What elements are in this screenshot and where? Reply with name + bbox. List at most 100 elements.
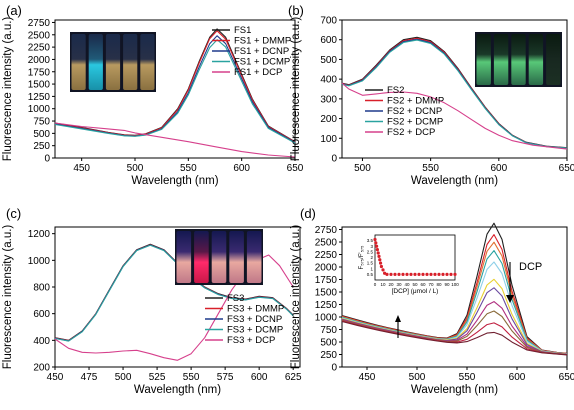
inset-frame [374, 234, 456, 281]
vial [229, 231, 244, 283]
y-tick-label: 500 [320, 338, 337, 349]
inset-x-label: [DCP] (μmol / L) [392, 288, 439, 295]
panel-c: 450 475 500 525 550 575 600 625 200 400 600 800 1000… [2, 206, 302, 396]
legend-entry: FS3 + DCP [227, 335, 275, 346]
inset-point [393, 272, 397, 276]
x-tick-label: 550 [422, 163, 439, 174]
inset-y-tick-label: 2 [370, 255, 373, 260]
inset-point [378, 258, 382, 262]
y-tick-label: 100 [320, 134, 337, 145]
y-tick-label: 500 [320, 55, 337, 66]
inset-point [409, 272, 413, 276]
inset-point [373, 237, 377, 242]
vial [476, 34, 491, 85]
inset-x-tick-label: 0 [374, 282, 377, 287]
vial [546, 34, 561, 85]
y-tick-label: 1000 [28, 256, 51, 267]
y-tick-label: 600 [33, 309, 50, 320]
inset-vials-b [475, 32, 562, 87]
y-tick-label: 1250 [315, 300, 338, 311]
x-tick-label: 650 [287, 163, 304, 174]
inset-x-tick-label: 70 [428, 282, 434, 287]
inset-vials-c [175, 229, 263, 285]
inset-point [385, 272, 389, 276]
vial [194, 231, 209, 283]
x-tick-label: 450 [73, 163, 90, 174]
inset-scatter: 0 10 20 30 40 50 60 70 80 90 100 0.511.522.533.5 [DC… [359, 234, 459, 295]
panel-b: 500 550 600 650 0 100 200 300 400 500 600 700 Wavele… [288, 3, 574, 187]
y-tick-label: 200 [320, 114, 337, 125]
inset-y-tick-label: 1 [370, 266, 373, 271]
y-tick-label: 300 [320, 94, 337, 105]
x-tick-label: 600 [490, 163, 507, 174]
x-tick-label: 450 [47, 372, 64, 383]
inset-y-label: F₅₇₅/F'₅₇₅ [359, 245, 365, 270]
vial [211, 231, 227, 283]
inset-point [453, 272, 457, 276]
y-tick-label: 800 [33, 283, 50, 294]
legend-entry: FS2 [387, 85, 404, 96]
inset-point [405, 272, 409, 276]
y-tick-label: 600 [320, 35, 337, 46]
legend-entry: FS3 [227, 293, 244, 304]
plot-frame [54, 19, 296, 159]
inset-x-tick-label: 60 [420, 282, 426, 287]
inset-point [377, 254, 381, 258]
plot-frame [54, 226, 301, 368]
inset-point [425, 272, 429, 276]
x-tick-label: 550 [180, 163, 197, 174]
x-axis-label: Wavelength (nm) [411, 175, 498, 187]
y-tick-label: 200 [33, 363, 50, 374]
inset-x-tick-label: 40 [404, 282, 410, 287]
inset-point [421, 272, 425, 276]
inset-point [449, 272, 453, 276]
inset-point [401, 272, 405, 276]
inset-y-tick-label: 2.5 [367, 249, 374, 254]
legend-entry: FS3 + DCMP [227, 325, 283, 336]
x-axis-label: Wavelength (nm) [411, 384, 498, 396]
y-axis-label: Fluorescence intensity (a.u.) [290, 17, 302, 162]
legend-entry: FS3 + DCNP [227, 314, 282, 325]
inset-x-tick-label: 80 [436, 282, 442, 287]
x-tick-label: 600 [251, 372, 268, 383]
annotation-dcp: DCP [519, 261, 542, 273]
legend-entry: FS1 [234, 25, 251, 36]
legend-entry: FS1 + DCMP [234, 57, 290, 68]
y-tick-label: 0 [44, 154, 50, 165]
vial [176, 231, 192, 283]
y-tick-label: 1000 [315, 313, 338, 324]
panel-label: (c) [6, 206, 21, 221]
y-tick-label: 2000 [28, 55, 51, 66]
inset-point [437, 272, 441, 276]
y-axis-label: Fluorescence intensity (a.u.) [2, 17, 14, 162]
vial [88, 34, 103, 90]
y-tick-label: 400 [33, 336, 50, 347]
y-tick-label: 2000 [315, 263, 338, 274]
x-tick-label: 525 [149, 372, 166, 383]
arrow-head [395, 315, 401, 322]
legend-entry: FS2 + DCMP [387, 117, 443, 128]
inset-x-tick-label: 20 [388, 282, 394, 287]
inset-point [376, 251, 380, 255]
inset-point [379, 261, 383, 265]
titration-line [341, 320, 568, 356]
vial [71, 34, 86, 90]
y-tick-label: 1500 [315, 288, 338, 299]
y-tick-label: 1750 [28, 67, 51, 78]
y-tick-label: 1200 [28, 229, 51, 240]
inset-point [397, 272, 401, 276]
panel-label: (d) [300, 206, 316, 221]
panel-label: (b) [288, 3, 304, 18]
inset-point [441, 272, 445, 276]
panel-d: 450 500 550 600 6500250500750100012501500175… [290, 206, 574, 396]
vial [493, 34, 509, 85]
series-line [341, 39, 568, 149]
x-tick-label: 550 [183, 372, 200, 383]
inset-x-tick-label: 50 [412, 282, 418, 287]
inset-point [433, 272, 437, 276]
plot-frame [341, 226, 568, 368]
y-tick-label: 0 [331, 154, 337, 165]
